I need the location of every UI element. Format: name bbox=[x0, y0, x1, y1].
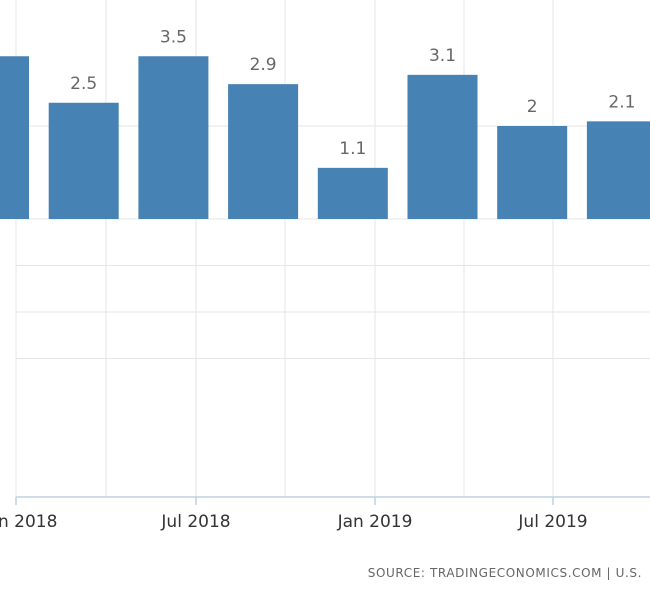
bars bbox=[0, 56, 650, 220]
bar bbox=[317, 167, 388, 219]
data-labels: 2.5 3.5 2.9 1.1 3.1 2 2.1 bbox=[70, 27, 635, 159]
bar bbox=[407, 74, 478, 219]
data-label: 1.1 bbox=[339, 139, 366, 159]
bar bbox=[497, 126, 568, 219]
x-tick-label: n 2018 bbox=[0, 512, 57, 532]
x-tick-label: Jul 2019 bbox=[517, 512, 587, 532]
bar bbox=[138, 56, 209, 219]
data-label: 2.9 bbox=[250, 55, 277, 75]
x-tick-label: Jan 2019 bbox=[337, 512, 413, 532]
bar bbox=[228, 84, 299, 220]
data-label: 3.1 bbox=[429, 46, 456, 66]
x-axis: n 2018 Jul 2018 Jan 2019 Jul 2019 bbox=[0, 496, 650, 532]
data-label: 2.5 bbox=[70, 74, 97, 94]
bar bbox=[0, 56, 29, 219]
x-tick-label: Jul 2018 bbox=[160, 512, 230, 532]
bar bbox=[586, 121, 650, 219]
data-label: 2 bbox=[527, 97, 538, 117]
bar bbox=[48, 102, 119, 219]
data-label: 2.1 bbox=[608, 92, 635, 112]
grid-lines bbox=[15, 0, 650, 497]
data-label: 3.5 bbox=[160, 27, 187, 47]
source-text: SOURCE: TRADINGECONOMICS.COM | U.S. bbox=[367, 566, 642, 580]
